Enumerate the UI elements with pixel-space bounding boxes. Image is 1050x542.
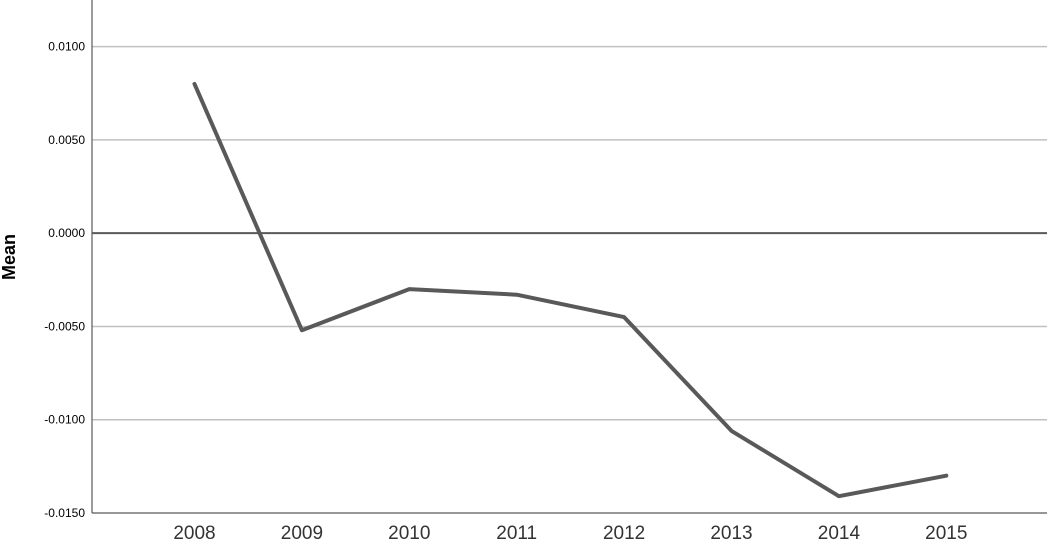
- axes: [91, 0, 1047, 514]
- x-tick-label: 2012: [603, 523, 645, 542]
- x-tick-label: 2011: [496, 523, 537, 542]
- x-tick-label: 2009: [281, 523, 323, 542]
- y-tick-label: -0.0150: [44, 506, 85, 520]
- x-tick-label: 2013: [710, 523, 752, 542]
- y-tick-label: 0.0050: [48, 133, 85, 147]
- y-tick-label: -0.0050: [44, 319, 85, 333]
- gridlines: [92, 45, 1047, 421]
- y-tick-labels: 0.0100 0.0050 0.0000 -0.0050 -0.0100 -0.0150: [44, 40, 85, 520]
- y-tick-label: 0.0100: [48, 40, 85, 54]
- x-tick-label: 2015: [925, 523, 967, 542]
- series-group: [192, 81, 949, 499]
- y-tick-label: 0.0000: [48, 226, 85, 240]
- x-tick-label: 2010: [388, 523, 430, 542]
- y-axis-label: Mean: [0, 234, 19, 280]
- series-line: [192, 81, 949, 499]
- x-tick-label: 2014: [818, 523, 861, 542]
- y-tick-label: -0.0100: [44, 413, 85, 427]
- x-tick-label: 2008: [173, 523, 215, 542]
- x-tick-labels: 2008 2009 2010 2011 2012 2013 2014 2015: [173, 523, 967, 542]
